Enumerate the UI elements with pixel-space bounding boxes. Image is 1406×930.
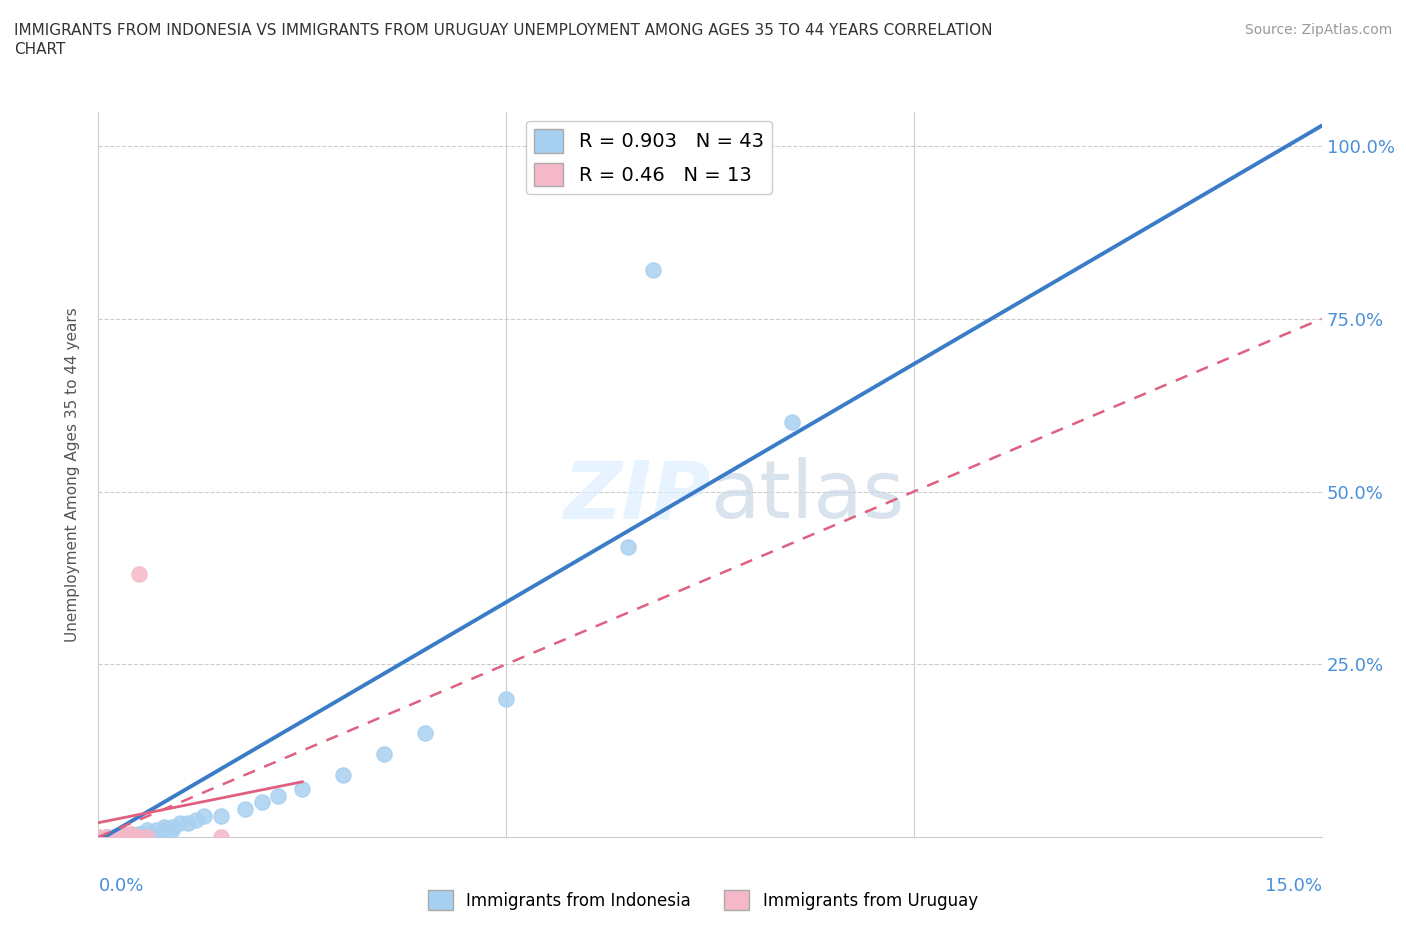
Point <box>104 830 127 844</box>
Point <box>120 826 142 841</box>
Point <box>780 415 803 430</box>
Point <box>136 823 159 838</box>
Point <box>128 567 150 582</box>
Point <box>87 830 110 844</box>
Point <box>120 830 142 844</box>
Point <box>250 795 273 810</box>
Point <box>145 830 167 844</box>
Point <box>96 830 118 844</box>
Point <box>128 830 150 844</box>
Point <box>87 830 110 844</box>
Point <box>209 809 232 824</box>
Point <box>111 830 134 844</box>
Point <box>104 830 127 844</box>
Text: Source: ZipAtlas.com: Source: ZipAtlas.com <box>1244 23 1392 37</box>
Text: atlas: atlas <box>710 457 904 535</box>
Point <box>136 830 159 844</box>
Text: 0.0%: 0.0% <box>98 877 143 895</box>
Point <box>413 726 436 741</box>
Point <box>160 819 183 834</box>
Point <box>104 830 127 844</box>
Point <box>104 830 127 844</box>
Point <box>177 816 200 830</box>
Text: ZIP: ZIP <box>562 457 710 535</box>
Point <box>104 830 127 844</box>
Point <box>128 826 150 841</box>
Point <box>111 826 134 841</box>
Point <box>160 823 183 838</box>
Point <box>152 823 174 838</box>
Point <box>128 830 150 844</box>
Point <box>111 826 134 841</box>
Point <box>111 830 134 844</box>
Point <box>193 809 215 824</box>
Point <box>209 830 232 844</box>
Point <box>128 826 150 841</box>
Text: 15.0%: 15.0% <box>1264 877 1322 895</box>
Point <box>169 816 191 830</box>
Point <box>111 830 134 844</box>
Point <box>641 263 664 278</box>
Point <box>104 830 127 844</box>
Point <box>120 830 142 844</box>
Point <box>96 830 118 844</box>
Point <box>373 747 395 762</box>
Point <box>120 830 142 844</box>
Point <box>682 166 704 181</box>
Point <box>233 802 256 817</box>
Point <box>128 830 150 844</box>
Point <box>145 823 167 838</box>
Text: CHART: CHART <box>14 42 66 57</box>
Point <box>136 826 159 841</box>
Point <box>152 819 174 834</box>
Point <box>332 767 354 782</box>
Point <box>111 830 134 844</box>
Legend: R = 0.903   N = 43, R = 0.46   N = 13: R = 0.903 N = 43, R = 0.46 N = 13 <box>526 121 772 194</box>
Point <box>96 830 118 844</box>
Point <box>120 826 142 841</box>
Point <box>96 830 118 844</box>
Point <box>186 812 208 827</box>
Text: IMMIGRANTS FROM INDONESIA VS IMMIGRANTS FROM URUGUAY UNEMPLOYMENT AMONG AGES 35 : IMMIGRANTS FROM INDONESIA VS IMMIGRANTS … <box>14 23 993 38</box>
Point <box>136 830 159 844</box>
Point <box>495 691 517 706</box>
Legend: Immigrants from Indonesia, Immigrants from Uruguay: Immigrants from Indonesia, Immigrants fr… <box>422 884 984 917</box>
Point <box>267 788 290 803</box>
Y-axis label: Unemployment Among Ages 35 to 44 years: Unemployment Among Ages 35 to 44 years <box>65 307 80 642</box>
Point <box>96 830 118 844</box>
Point <box>617 539 640 554</box>
Point <box>291 781 314 796</box>
